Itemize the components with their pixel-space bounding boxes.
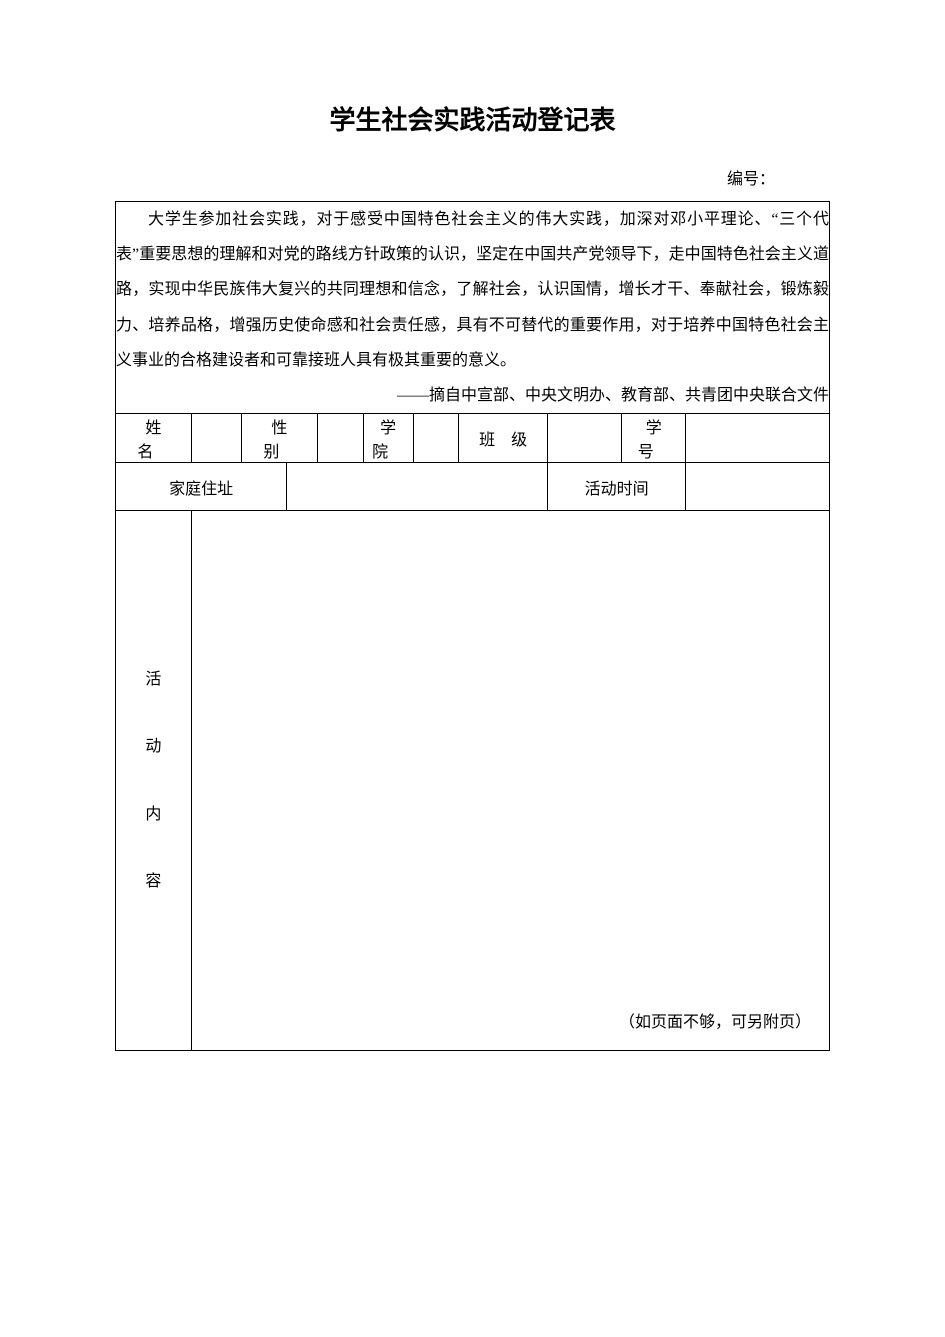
vchar: 内 <box>116 781 191 848</box>
value-gender[interactable] <box>318 414 364 463</box>
label-name: 姓名 <box>116 414 192 463</box>
value-activity-time[interactable] <box>686 463 830 511</box>
footnote: （如页面不够，可另附页） <box>619 1008 811 1032</box>
intro-paragraph: 大学生参加社会实践，对于感受中国特色社会主义的伟大实践，加深对邓小平理论、“三个… <box>116 202 829 378</box>
value-activity-content[interactable]: （如页面不够，可另附页） <box>191 511 829 1051</box>
info-row-1: 姓名 性别 学院 班级 学号 <box>116 414 830 463</box>
page-title: 学生社会实践活动登记表 <box>115 100 830 137</box>
activity-content-row: 活 动 内 容 （如页面不够，可另附页） <box>116 511 830 1051</box>
intro-source: ——摘自中宣部、中央文明办、教育部、共青团中央联合文件 <box>116 378 829 413</box>
intro-cell: 大学生参加社会实践，对于感受中国特色社会主义的伟大实践，加深对邓小平理论、“三个… <box>116 202 830 414</box>
label-college: 学院 <box>363 414 413 463</box>
value-student-id[interactable] <box>686 414 830 463</box>
label-gender: 性别 <box>241 414 317 463</box>
label-class: 班级 <box>459 414 548 463</box>
label-activity-time: 活动时间 <box>547 463 685 511</box>
value-home-address[interactable] <box>287 463 548 511</box>
registration-form-table: 大学生参加社会实践，对于感受中国特色社会主义的伟大实践，加深对邓小平理论、“三个… <box>115 201 830 1051</box>
label-home-address: 家庭住址 <box>116 463 287 511</box>
vchar: 活 <box>116 646 191 713</box>
value-college[interactable] <box>413 414 459 463</box>
label-student-id: 学号 <box>622 414 686 463</box>
vchar: 动 <box>116 713 191 780</box>
vchar: 容 <box>116 848 191 915</box>
label-activity-content: 活 动 内 容 <box>116 511 192 1051</box>
value-name[interactable] <box>191 414 241 463</box>
value-class[interactable] <box>547 414 621 463</box>
number-label: 编号： <box>115 165 830 189</box>
info-row-2: 家庭住址 活动时间 <box>116 463 830 511</box>
